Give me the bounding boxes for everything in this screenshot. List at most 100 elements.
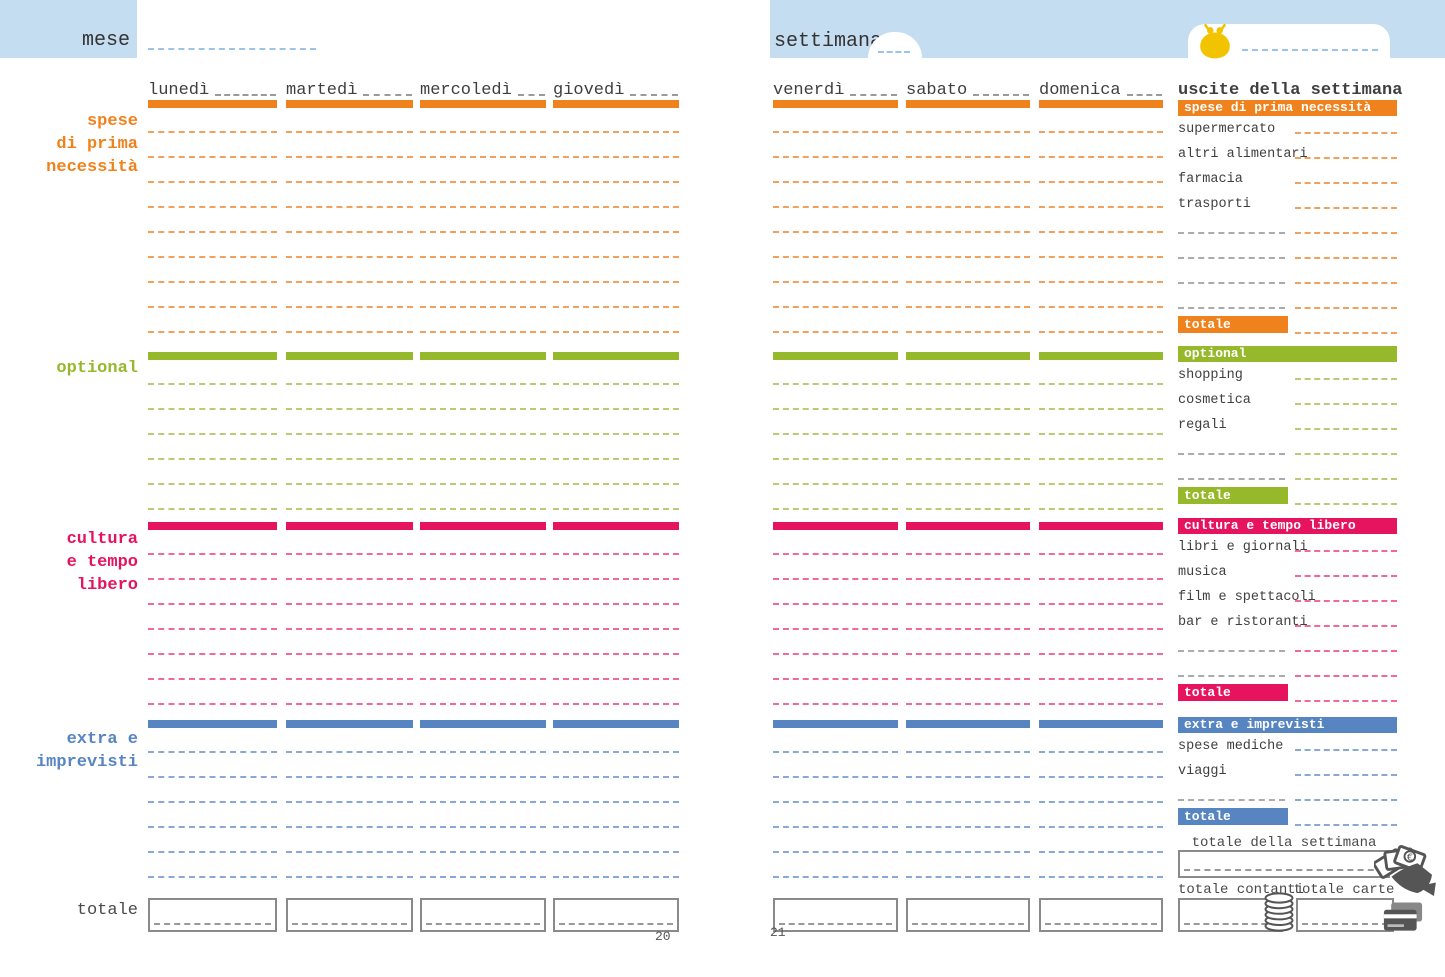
entry-line[interactable] — [420, 208, 546, 233]
entry-line[interactable] — [773, 108, 898, 133]
entry-line[interactable] — [773, 655, 898, 680]
entry-line[interactable] — [286, 258, 413, 283]
entry-line[interactable] — [286, 778, 413, 803]
entry-line[interactable] — [773, 360, 898, 385]
entry-line[interactable] — [553, 753, 679, 778]
entry-line[interactable] — [773, 680, 898, 705]
entry-line[interactable] — [553, 555, 679, 580]
entry-line[interactable] — [773, 283, 898, 308]
total-amount-field[interactable] — [1295, 332, 1397, 334]
entry-line[interactable] — [553, 580, 679, 605]
entry-line[interactable] — [1039, 680, 1163, 705]
date-field[interactable] — [215, 94, 276, 96]
entry-line[interactable] — [906, 233, 1030, 258]
entry-line[interactable] — [286, 283, 413, 308]
entry-line[interactable] — [420, 555, 546, 580]
entry-line[interactable] — [1039, 435, 1163, 460]
entry-line[interactable] — [773, 233, 898, 258]
day-total-box[interactable] — [286, 898, 413, 932]
amount-field[interactable] — [1295, 625, 1397, 627]
entry-line[interactable] — [286, 555, 413, 580]
entry-line[interactable] — [1039, 580, 1163, 605]
entry-line[interactable] — [148, 680, 277, 705]
entry-line[interactable] — [420, 778, 546, 803]
entry-line[interactable] — [1039, 385, 1163, 410]
amount-field[interactable] — [1295, 207, 1397, 209]
entry-line[interactable] — [553, 410, 679, 435]
entry-line[interactable] — [420, 828, 546, 853]
entry-line[interactable] — [906, 753, 1030, 778]
entry-line[interactable] — [286, 655, 413, 680]
entry-line[interactable] — [148, 208, 277, 233]
entry-line[interactable] — [773, 853, 898, 878]
entry-line[interactable] — [773, 308, 898, 333]
entry-line[interactable] — [1039, 183, 1163, 208]
total-amount-field[interactable] — [1295, 824, 1397, 826]
entry-line[interactable] — [1039, 410, 1163, 435]
entry-line[interactable] — [553, 530, 679, 555]
entry-line[interactable] — [553, 630, 679, 655]
month-name-field[interactable] — [148, 48, 316, 50]
entry-line[interactable] — [1039, 360, 1163, 385]
entry-line[interactable] — [553, 655, 679, 680]
entry-line[interactable] — [773, 753, 898, 778]
entry-line[interactable] — [773, 258, 898, 283]
entry-line[interactable] — [906, 853, 1030, 878]
entry-line[interactable] — [148, 655, 277, 680]
entry-line[interactable] — [773, 605, 898, 630]
entry-line[interactable] — [420, 485, 546, 510]
category-field[interactable] — [1178, 232, 1285, 234]
amount-field[interactable] — [1295, 403, 1397, 405]
entry-line[interactable] — [773, 183, 898, 208]
entry-line[interactable] — [553, 308, 679, 333]
date-field[interactable] — [973, 94, 1029, 96]
entry-line[interactable] — [286, 530, 413, 555]
entry-line[interactable] — [420, 133, 546, 158]
amount-field[interactable] — [1295, 132, 1397, 134]
entry-line[interactable] — [286, 828, 413, 853]
entry-line[interactable] — [286, 435, 413, 460]
entry-line[interactable] — [1039, 753, 1163, 778]
entry-line[interactable] — [1039, 283, 1163, 308]
entry-line[interactable] — [148, 778, 277, 803]
entry-line[interactable] — [420, 580, 546, 605]
entry-line[interactable] — [286, 853, 413, 878]
amount-field[interactable] — [1295, 600, 1397, 602]
entry-line[interactable] — [286, 385, 413, 410]
entry-line[interactable] — [148, 435, 277, 460]
entry-line[interactable] — [773, 410, 898, 435]
entry-line[interactable] — [148, 555, 277, 580]
entry-line[interactable] — [906, 410, 1030, 435]
entry-line[interactable] — [1039, 728, 1163, 753]
amount-field[interactable] — [1295, 428, 1397, 430]
entry-line[interactable] — [553, 853, 679, 878]
entry-line[interactable] — [773, 158, 898, 183]
entry-line[interactable] — [1039, 208, 1163, 233]
entry-line[interactable] — [1039, 108, 1163, 133]
entry-line[interactable] — [1039, 258, 1163, 283]
entry-line[interactable] — [553, 283, 679, 308]
entry-line[interactable] — [286, 360, 413, 385]
entry-line[interactable] — [553, 435, 679, 460]
category-field[interactable] — [1178, 799, 1285, 801]
entry-line[interactable] — [553, 460, 679, 485]
entry-line[interactable] — [148, 460, 277, 485]
entry-line[interactable] — [906, 308, 1030, 333]
entry-line[interactable] — [420, 853, 546, 878]
amount-field[interactable] — [1295, 675, 1397, 677]
entry-line[interactable] — [906, 778, 1030, 803]
entry-line[interactable] — [906, 108, 1030, 133]
category-field[interactable] — [1178, 257, 1285, 259]
entry-line[interactable] — [906, 605, 1030, 630]
entry-line[interactable] — [773, 828, 898, 853]
entry-line[interactable] — [420, 530, 546, 555]
entry-line[interactable] — [1039, 803, 1163, 828]
entry-line[interactable] — [906, 133, 1030, 158]
entry-line[interactable] — [286, 485, 413, 510]
entry-line[interactable] — [906, 580, 1030, 605]
entry-line[interactable] — [553, 828, 679, 853]
entry-line[interactable] — [906, 183, 1030, 208]
entry-line[interactable] — [553, 108, 679, 133]
entry-line[interactable] — [286, 233, 413, 258]
day-total-box[interactable] — [773, 898, 898, 932]
